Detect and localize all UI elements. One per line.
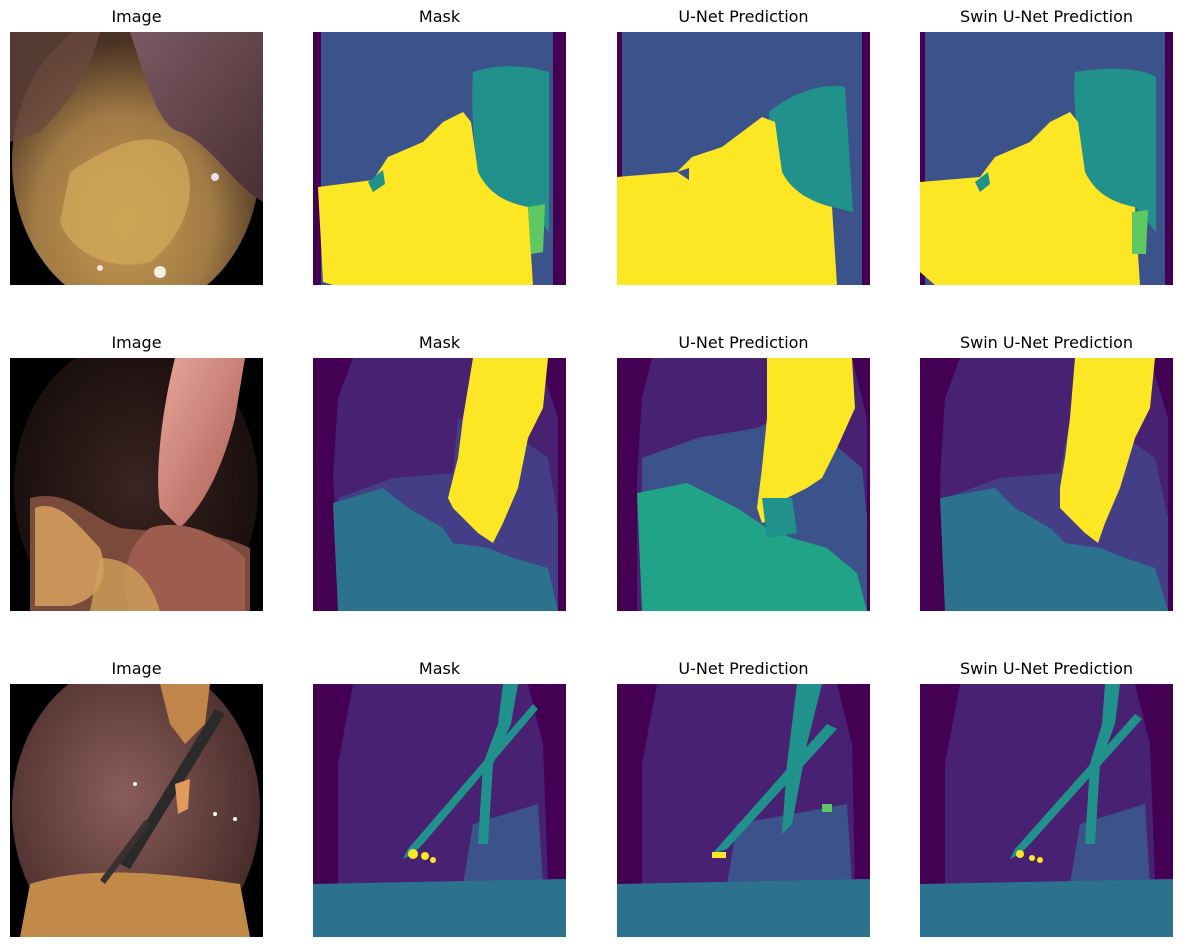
- swin-unet-prediction-image: [920, 32, 1173, 285]
- panel-title: Image: [111, 7, 162, 26]
- panel-title: Mask: [418, 659, 461, 678]
- panel-title: U-Net Prediction: [678, 333, 809, 352]
- panel-title: Mask: [418, 7, 461, 26]
- panel-title: U-Net Prediction: [678, 7, 809, 26]
- unet-prediction-image: [617, 684, 870, 937]
- panel-title: Swin U-Net Prediction: [959, 7, 1134, 26]
- swin-unet-prediction-image: [920, 358, 1173, 611]
- surgical-image: [10, 32, 263, 285]
- image-panel: [10, 358, 263, 611]
- swin-unet-panel: [920, 358, 1173, 611]
- mask-image: [313, 684, 566, 937]
- mask-panel: [313, 358, 566, 611]
- unet-panel: [617, 684, 870, 937]
- surgical-image: [10, 358, 263, 611]
- swin-unet-prediction-image: [920, 684, 1173, 937]
- panel-title: Swin U-Net Prediction: [959, 333, 1134, 352]
- unet-prediction-image: [617, 358, 870, 611]
- mask-panel: [313, 684, 566, 937]
- image-panel: [10, 684, 263, 937]
- image-panel: [10, 32, 263, 285]
- panel-title: Swin U-Net Prediction: [959, 659, 1134, 678]
- panel-title: Image: [111, 333, 162, 352]
- panel-title: U-Net Prediction: [678, 659, 809, 678]
- mask-image: [313, 32, 566, 285]
- panel-title: Mask: [418, 333, 461, 352]
- mask-panel: [313, 32, 566, 285]
- swin-unet-panel: [920, 684, 1173, 937]
- panel-title: Image: [111, 659, 162, 678]
- mask-image: [313, 358, 566, 611]
- surgical-image: [10, 684, 263, 937]
- swin-unet-panel: [920, 32, 1173, 285]
- unet-prediction-image: [617, 32, 870, 285]
- unet-panel: [617, 32, 870, 285]
- unet-panel: [617, 358, 870, 611]
